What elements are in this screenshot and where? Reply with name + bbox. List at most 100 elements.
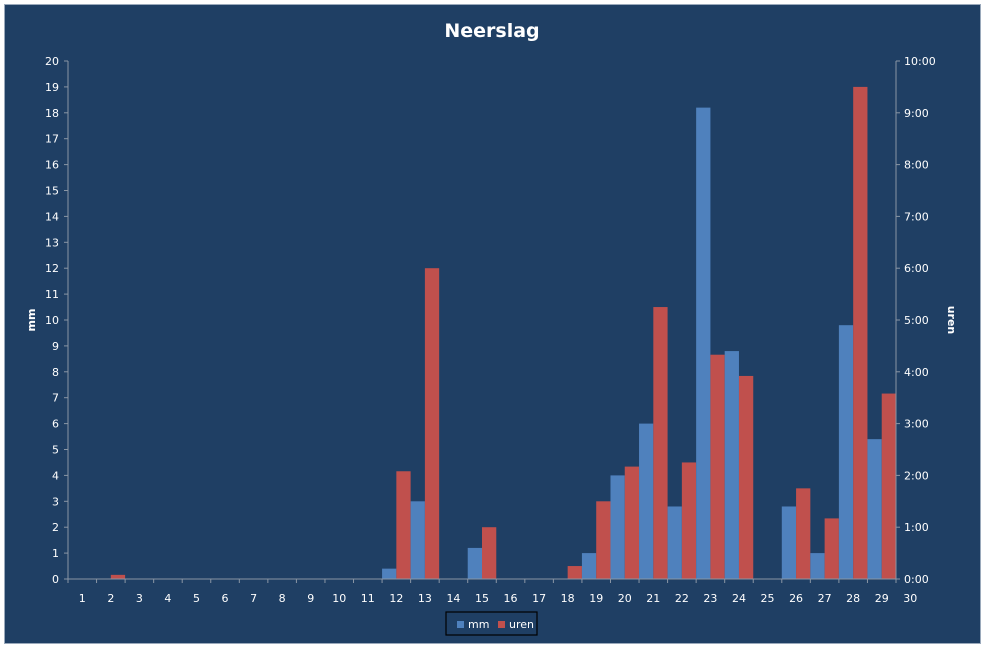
- x-tick-label: 29: [875, 592, 889, 605]
- y-tick-label: 2: [52, 521, 59, 534]
- x-tick-label: 27: [818, 592, 832, 605]
- x-tick-label: 8: [279, 592, 286, 605]
- legend-label-mm: mm: [468, 618, 489, 631]
- x-tick-label: 5: [193, 592, 200, 605]
- bar-mm-day-21: [639, 423, 654, 579]
- x-tick-label: 30: [903, 592, 917, 605]
- bar-uren-day-12: [396, 471, 411, 579]
- x-tick-label: 11: [361, 592, 375, 605]
- legend-swatch-mm: [457, 621, 464, 628]
- y-tick-label: 5: [52, 444, 59, 457]
- bar-mm-day-28: [838, 325, 854, 579]
- y-tick-label: 11: [45, 288, 59, 301]
- x-tick-label: 1: [79, 592, 86, 605]
- bar-uren-day-23: [710, 354, 725, 579]
- bar-mm-day-24: [724, 351, 739, 579]
- x-tick-label: 13: [418, 592, 432, 605]
- x-tick-label: 21: [646, 592, 660, 605]
- legend-label-uren: uren: [509, 618, 534, 631]
- y-tick-label: 12: [45, 262, 59, 275]
- bar-uren-day-21: [653, 307, 668, 579]
- y-tick-label: 1: [52, 547, 59, 560]
- x-tick-label: 26: [789, 592, 803, 605]
- y-axis-title: mm: [25, 309, 38, 332]
- y2-tick-label: 5:00: [904, 314, 929, 327]
- bar-uren-day-13: [424, 268, 440, 579]
- x-tick-label: 4: [164, 592, 171, 605]
- y-tick-label: 9: [52, 340, 59, 353]
- bar-uren-day-20: [624, 466, 640, 579]
- bar-mm-day-26: [781, 506, 797, 579]
- y2-tick-label: 0:00: [904, 573, 929, 586]
- x-tick-label: 23: [703, 592, 717, 605]
- bar-uren-day-28: [853, 86, 868, 580]
- x-tick-label: 25: [761, 592, 775, 605]
- y2-axis-title: uren: [945, 306, 958, 335]
- y-tick-label: 4: [52, 469, 59, 482]
- bar-mm-day-23: [696, 107, 711, 580]
- legend-swatch-uren: [498, 621, 505, 628]
- y-tick-label: 6: [52, 418, 59, 431]
- y2-tick-label: 1:00: [904, 521, 929, 534]
- bar-uren-day-22: [681, 462, 697, 579]
- y2-tick-label: 4:00: [904, 366, 929, 379]
- x-tick-label: 3: [136, 592, 143, 605]
- x-tick-label: 24: [732, 592, 746, 605]
- y2-tick-label: 9:00: [904, 107, 929, 120]
- x-tick-label: 7: [250, 592, 257, 605]
- y-tick-label: 15: [45, 185, 59, 198]
- y2-tick-label: 2:00: [904, 469, 929, 482]
- y-tick-label: 3: [52, 495, 59, 508]
- y-tick-label: 13: [45, 236, 59, 249]
- x-tick-label: 18: [561, 592, 575, 605]
- bar-mm-day-20: [610, 475, 625, 579]
- x-tick-label: 15: [475, 592, 489, 605]
- y2-tick-label: 3:00: [904, 418, 929, 431]
- chart-title: Neerslag: [444, 20, 539, 42]
- x-tick-label: 16: [504, 592, 518, 605]
- x-tick-label: 17: [532, 592, 546, 605]
- y-tick-label: 14: [45, 210, 59, 223]
- y-tick-label: 17: [45, 133, 59, 146]
- bar-mm-day-13: [410, 501, 425, 579]
- bar-uren-day-18: [567, 566, 582, 579]
- x-tick-label: 9: [307, 592, 314, 605]
- x-tick-label: 28: [846, 592, 860, 605]
- bar-uren-day-29: [881, 393, 896, 579]
- y-tick-label: 7: [52, 392, 59, 405]
- y2-tick-label: 8:00: [904, 159, 929, 172]
- y-tick-label: 10: [45, 314, 59, 327]
- bar-mm-day-22: [667, 506, 682, 579]
- bar-mm-day-27: [810, 553, 825, 579]
- bar-mm-day-12: [382, 568, 397, 579]
- bar-uren-day-27: [824, 518, 839, 579]
- bar-uren-day-24: [738, 375, 754, 579]
- y-tick-label: 20: [45, 55, 59, 68]
- y-tick-label: 16: [45, 159, 59, 172]
- bar-uren-day-26: [796, 488, 811, 579]
- bar-mm-day-15: [467, 547, 482, 579]
- x-tick-label: 2: [107, 592, 114, 605]
- y2-tick-label: 7:00: [904, 210, 929, 223]
- bar-uren-day-15: [482, 527, 497, 579]
- x-tick-label: 10: [332, 592, 346, 605]
- y-tick-label: 18: [45, 107, 59, 120]
- y2-tick-label: 10:00: [904, 55, 936, 68]
- legend: mm uren: [445, 611, 538, 636]
- bar-mm-day-29: [867, 439, 882, 579]
- x-tick-label: 6: [222, 592, 229, 605]
- legend-box: [445, 611, 538, 636]
- x-tick-label: 14: [446, 592, 460, 605]
- x-tick-label: 12: [389, 592, 403, 605]
- bar-uren-day-19: [596, 501, 611, 579]
- bar-mm-day-19: [581, 553, 597, 579]
- bar-uren-day-2: [110, 574, 126, 579]
- y-tick-label: 0: [52, 573, 59, 586]
- x-tick-label: 19: [589, 592, 603, 605]
- x-tick-label: 20: [618, 592, 632, 605]
- y-tick-label: 19: [45, 81, 59, 94]
- x-tick-label: 22: [675, 592, 689, 605]
- y2-tick-label: 6:00: [904, 262, 929, 275]
- y-tick-label: 8: [52, 366, 59, 379]
